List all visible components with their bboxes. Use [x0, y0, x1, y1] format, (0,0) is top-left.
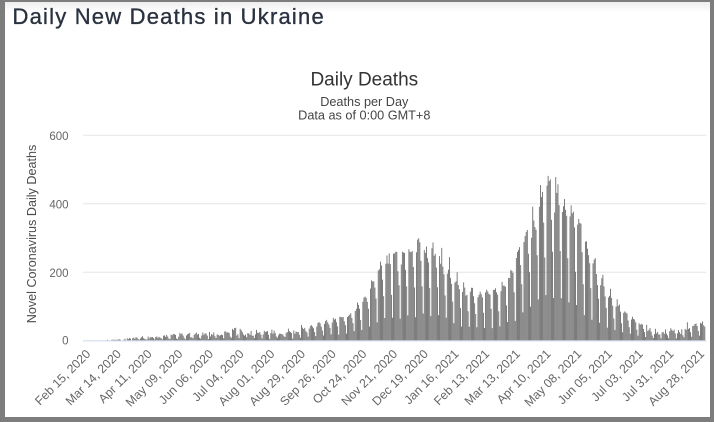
svg-text:400: 400	[49, 200, 68, 212]
svg-text:0: 0	[62, 336, 68, 348]
svg-text:Data as of 0:00 GMT+8: Data as of 0:00 GMT+8	[298, 109, 430, 123]
svg-text:Daily New Deaths in Ukraine: Daily New Deaths in Ukraine	[13, 4, 325, 29]
svg-text:Novel Coronavirus Daily Deaths: Novel Coronavirus Daily Deaths	[25, 145, 39, 323]
svg-text:Daily Deaths: Daily Deaths	[310, 69, 418, 90]
svg-text:200: 200	[49, 268, 68, 280]
svg-text:Deaths per Day: Deaths per Day	[320, 95, 409, 109]
svg-text:600: 600	[49, 131, 68, 143]
